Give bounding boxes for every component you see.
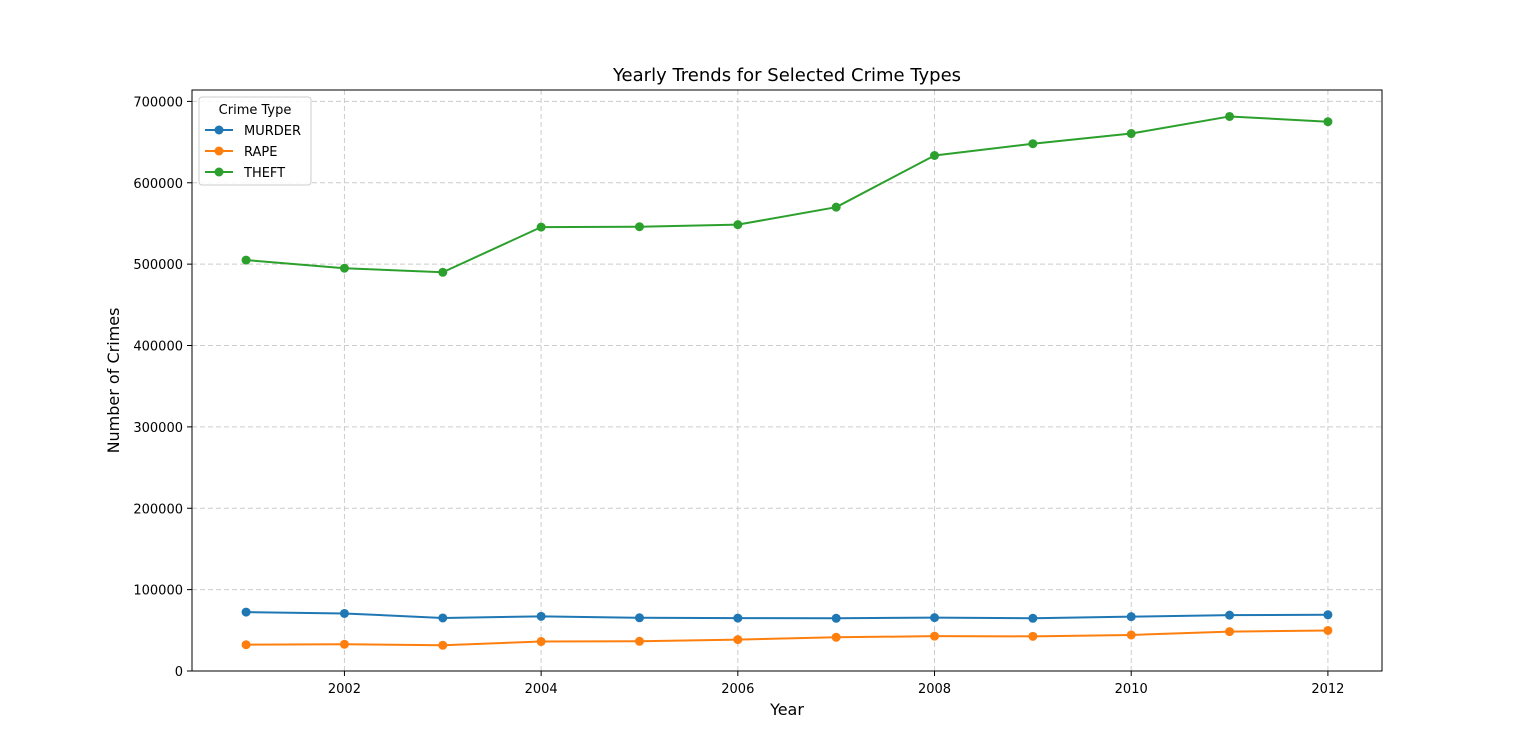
legend-marker-murder [214, 125, 224, 135]
data-point-murder [930, 613, 940, 623]
data-point-theft [733, 220, 743, 230]
y-tick-label: 300000 [133, 421, 183, 436]
legend: Crime Type MURDER RAPE THEFT [198, 96, 312, 186]
legend-marker-rape [214, 146, 224, 156]
legend-item-murder: MURDER [205, 124, 301, 139]
data-point-rape [536, 637, 546, 647]
legend-title: Crime Type [219, 103, 292, 118]
data-point-rape [1225, 627, 1235, 637]
legend-item-rape: RAPE [205, 145, 277, 160]
data-point-theft [831, 202, 841, 212]
data-point-murder [1225, 610, 1235, 620]
data-point-murder [241, 607, 251, 617]
y-tick-label: 0 [175, 665, 183, 680]
data-point-theft [241, 255, 251, 265]
data-point-theft [1323, 117, 1333, 127]
legend-label-rape: RAPE [244, 145, 277, 160]
series-rape [241, 625, 1333, 650]
series-line-rape [246, 629, 1328, 647]
series-theft [241, 111, 1333, 277]
data-point-murder [1323, 610, 1333, 620]
data-point-murder [339, 608, 349, 618]
data-point-rape [241, 640, 251, 650]
data-point-theft [634, 222, 644, 232]
data-point-murder [634, 613, 644, 623]
y-axis-ticks: 0 100000 200000 300000 400000 500000 600000 700… [133, 95, 192, 680]
y-tick-label: 400000 [133, 340, 183, 355]
data-point-theft [930, 151, 940, 161]
series-murder [241, 607, 1333, 623]
x-tick-label: 2002 [328, 682, 361, 697]
data-point-rape [1323, 625, 1333, 635]
data-point-rape [1028, 631, 1038, 641]
data-point-murder [438, 613, 448, 623]
data-point-rape [339, 639, 349, 649]
data-point-rape [1126, 630, 1136, 640]
x-tick-label: 2008 [918, 682, 951, 697]
y-tick-label: 500000 [133, 258, 183, 273]
series-layer [241, 111, 1333, 650]
x-tick-label: 2012 [1311, 682, 1344, 697]
y-tick-label: 100000 [133, 584, 183, 599]
data-point-murder [733, 613, 743, 623]
data-point-theft [1028, 139, 1038, 149]
y-tick-label: 200000 [133, 502, 183, 517]
data-point-murder [536, 611, 546, 621]
x-axis-title: Year [769, 700, 804, 719]
x-tick-label: 2006 [721, 682, 754, 697]
data-point-theft [1126, 129, 1136, 139]
data-point-theft [339, 263, 349, 273]
legend-item-theft: THEFT [205, 166, 285, 181]
data-point-rape [438, 640, 448, 650]
data-point-rape [831, 632, 841, 642]
legend-label-theft: THEFT [243, 166, 285, 181]
x-tick-label: 2004 [525, 682, 558, 697]
legend-marker-theft [214, 167, 224, 177]
data-point-rape [733, 635, 743, 645]
data-point-murder [1028, 613, 1038, 623]
series-line-murder [246, 611, 1328, 620]
x-tick-label: 2010 [1115, 682, 1148, 697]
series-line-theft [246, 115, 1328, 274]
legend-label-murder: MURDER [244, 124, 301, 139]
data-point-theft [536, 222, 546, 232]
y-axis-title: Number of Crimes [104, 308, 123, 454]
data-point-murder [831, 613, 841, 623]
x-axis-ticks: 2002 2004 2006 2008 2010 2012 [328, 671, 1344, 697]
legend-box [198, 96, 312, 186]
data-point-murder [1126, 612, 1136, 622]
y-tick-label: 700000 [133, 95, 183, 110]
chart-title: Yearly Trends for Selected Crime Types [612, 65, 961, 86]
data-point-rape [634, 636, 644, 646]
y-tick-label: 600000 [133, 177, 183, 192]
data-point-theft [438, 267, 448, 277]
data-point-theft [1225, 111, 1235, 121]
data-point-rape [930, 631, 940, 641]
plot-frame [191, 89, 1383, 672]
